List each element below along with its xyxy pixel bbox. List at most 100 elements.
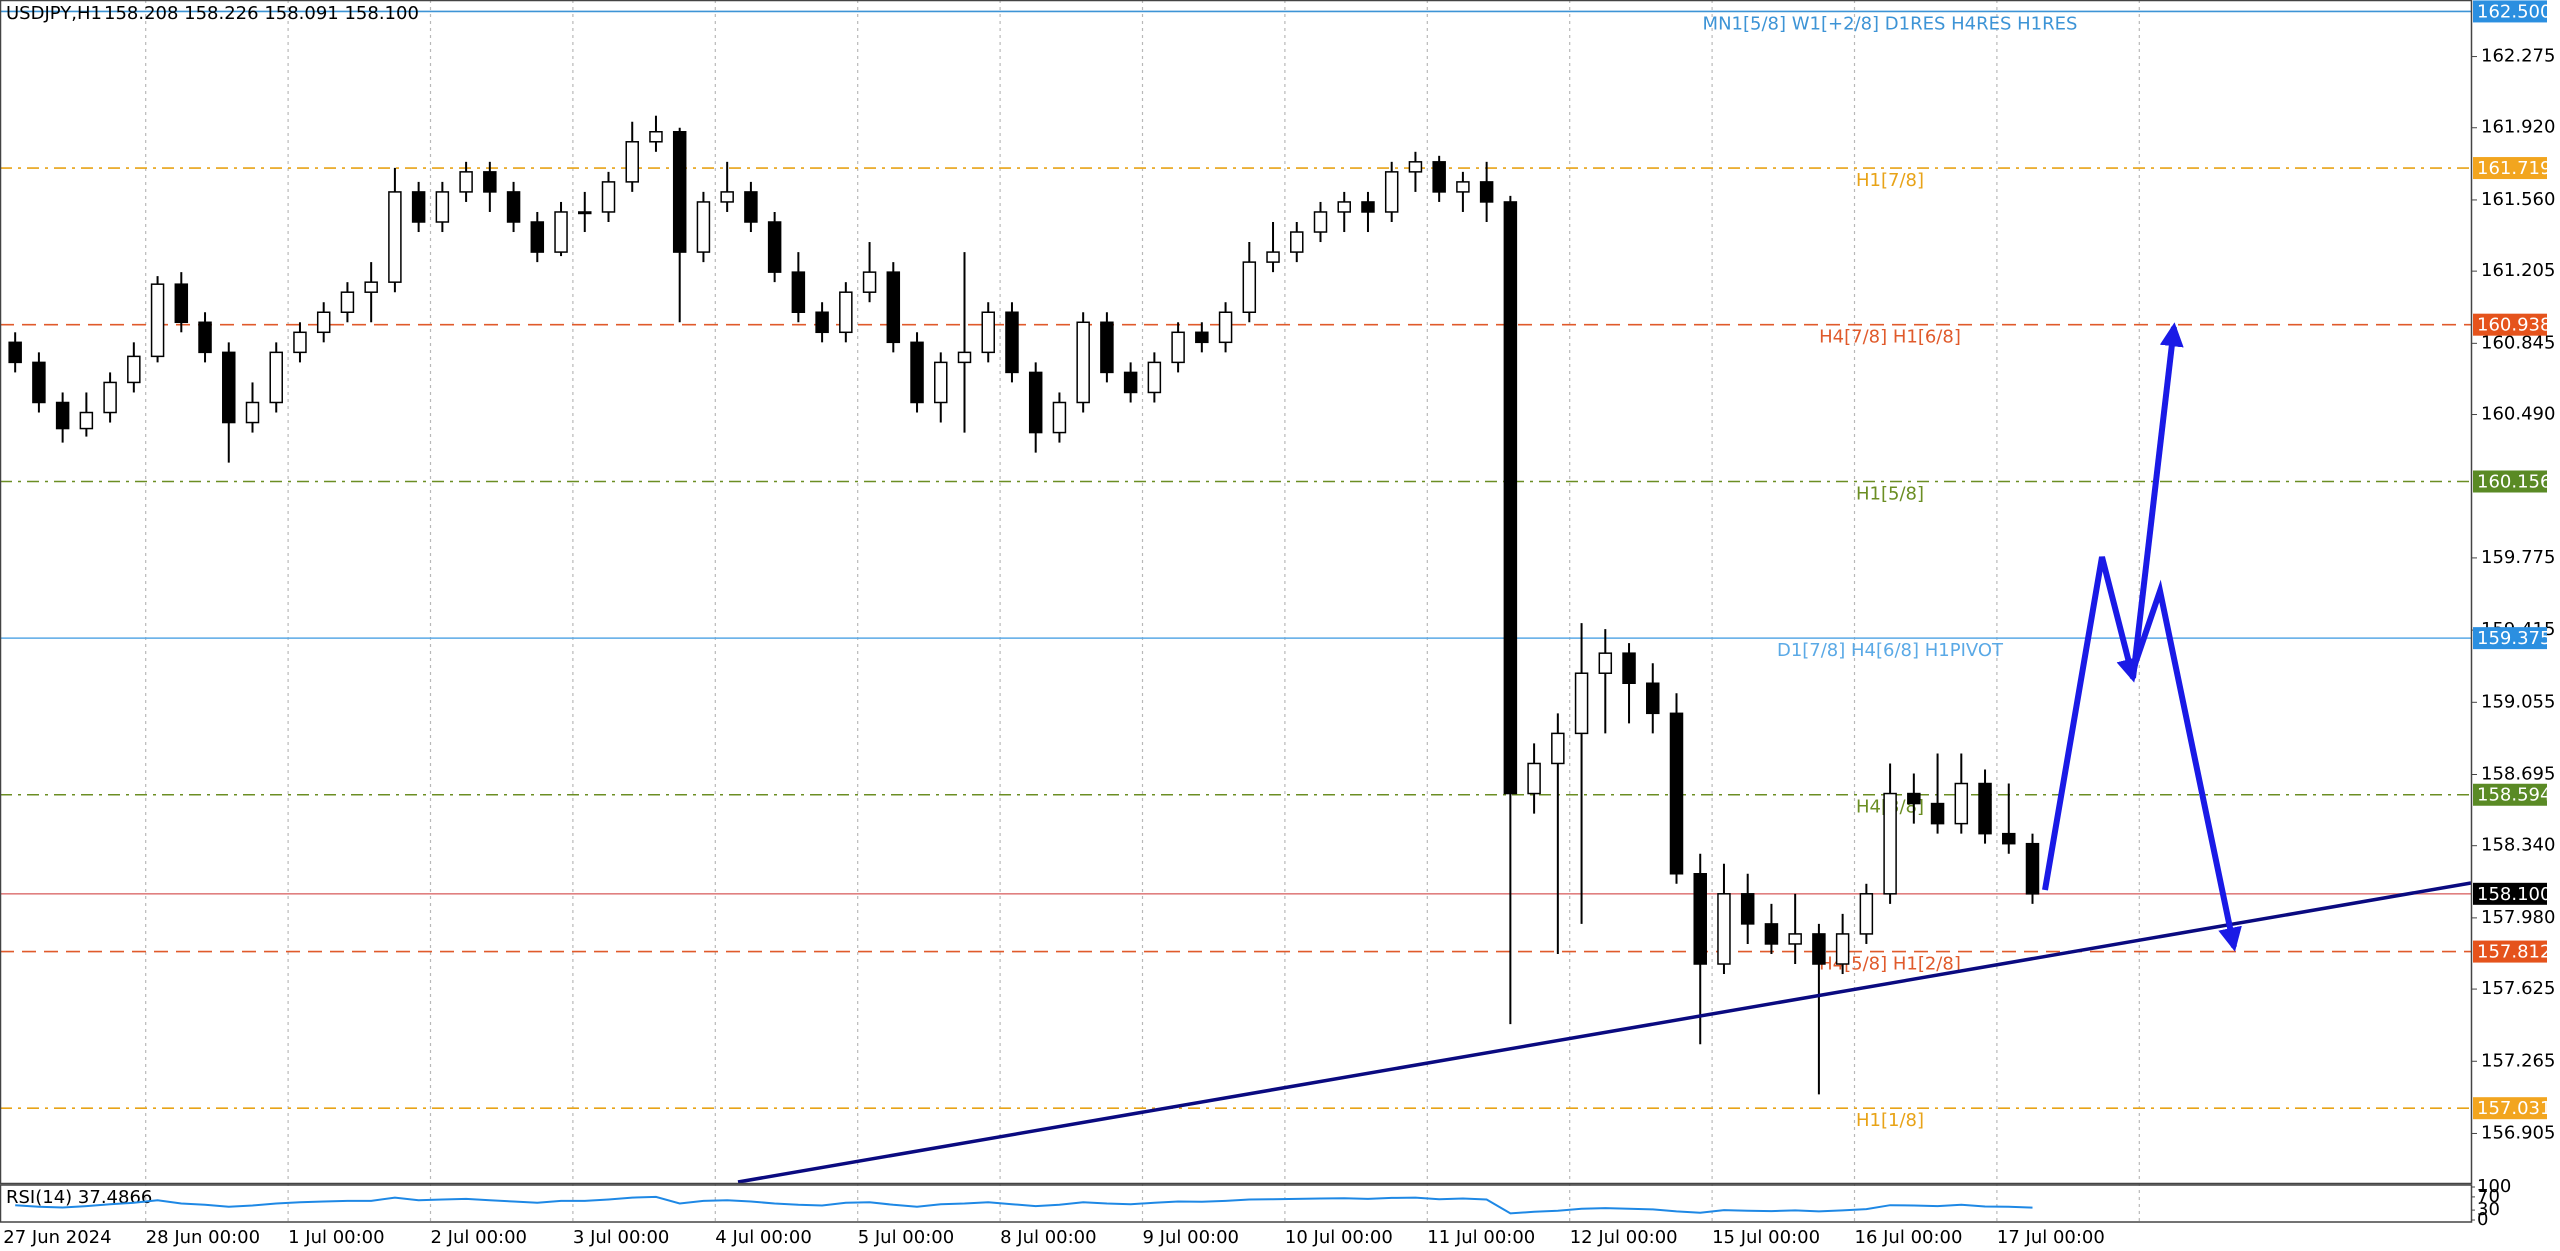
candle-body — [1266, 251, 1280, 263]
price-badge — [2473, 783, 2547, 806]
candle-body — [150, 283, 165, 358]
candle-body — [910, 341, 924, 404]
candle-body — [1147, 361, 1162, 394]
candle-body — [767, 221, 782, 273]
level-label: H1[1/8] — [1856, 1110, 1924, 1131]
candle-body — [222, 351, 236, 424]
price-badge-label: 160.938 — [2477, 315, 2551, 336]
candle-body — [1788, 933, 1802, 945]
price-badge — [2473, 0, 2547, 23]
x-tick-label: 10 Jul 00:00 — [1285, 1227, 1393, 1248]
x-tick-label: 15 Jul 00:00 — [1712, 1227, 1820, 1248]
candle-body — [459, 171, 473, 193]
candle-body — [1598, 652, 1613, 674]
y-tick-label: 157.980 — [2481, 907, 2555, 928]
candle-body — [815, 311, 829, 334]
candle-body — [601, 181, 616, 213]
y-tick-label: 161.205 — [2481, 260, 2555, 281]
candle-body — [1384, 171, 1399, 213]
x-tick-label: 4 Jul 00:00 — [715, 1227, 812, 1248]
price-badge-label: 161.719 — [2477, 158, 2551, 179]
candle-body — [1669, 712, 1684, 875]
candle-body — [79, 411, 94, 430]
candle-body — [1432, 161, 1446, 193]
rsi-tick-label: 30 — [2477, 1199, 2500, 1220]
symbol: USDJPY,H1 — [6, 3, 102, 24]
x-tick-label: 1 Jul 00:00 — [288, 1227, 385, 1248]
price-badge-label: 157.031 — [2477, 1098, 2551, 1119]
candle-body — [1076, 321, 1090, 404]
x-tick-label: 3 Jul 00:00 — [573, 1227, 670, 1248]
y-tick-label: 162.275 — [2481, 46, 2555, 67]
candle-body — [127, 355, 141, 384]
candle-body — [174, 283, 189, 324]
candle-body — [388, 191, 402, 283]
candle-body — [1622, 652, 1636, 684]
price-badge-label: 158.100 — [2477, 884, 2551, 905]
y-tick-label: 159.055 — [2481, 691, 2555, 712]
candle-body — [32, 361, 46, 404]
candles — [8, 115, 2040, 1095]
candle-body — [1195, 331, 1209, 344]
price-badge-label: 159.375 — [2477, 628, 2551, 649]
candle-body — [55, 401, 70, 430]
candle-body — [886, 271, 901, 344]
candle-body — [1456, 181, 1470, 193]
y-tick-label: 161.560 — [2481, 189, 2555, 210]
candle-body — [1337, 201, 1351, 213]
candle-body — [1361, 201, 1375, 213]
candle-body — [1479, 181, 1494, 203]
rsi-frame — [0, 1184, 2473, 1223]
rsi-label: RSI(14) 37.4866 — [6, 1187, 152, 1208]
levels: MN1[5/8] W1[+2/8] D1RES H4RES H1RES H1[7/… — [0, 10, 2471, 1131]
trend-line — [737, 881, 2472, 1184]
price-badge-label: 158.594 — [2477, 785, 2551, 806]
x-tick-label: 12 Jul 00:00 — [1570, 1227, 1678, 1248]
candle-body — [744, 191, 758, 223]
x-tick-label: 28 Jun 00:00 — [146, 1227, 260, 1248]
candle-body — [1930, 802, 1945, 825]
candle-body — [672, 131, 687, 253]
price-badge — [2473, 882, 2547, 905]
projection-arrow — [2130, 322, 2184, 679]
price-badge — [2473, 627, 2547, 650]
level-label: D1[7/8] H4[6/8] H1PIVOT — [1777, 640, 2004, 661]
rsi-tick-label: 100 — [2477, 1176, 2511, 1197]
candle-body — [2002, 832, 2016, 845]
candle-body — [720, 191, 734, 203]
level-label: H1[5/8] — [1856, 484, 1924, 505]
level-label: H1[7/8] — [1856, 170, 1924, 191]
candle-body — [1052, 401, 1067, 434]
candle-body — [1978, 782, 1992, 835]
candle-body — [957, 351, 972, 364]
rsi-tick-label: 0 — [2477, 1209, 2488, 1230]
level-label: H4[7/8] H1[6/8] — [1819, 327, 1961, 348]
candle-body — [1171, 331, 1185, 364]
x-tick-label: 16 Jul 00:00 — [1855, 1227, 1963, 1248]
x-tick-label: 5 Jul 00:00 — [858, 1227, 955, 1248]
x-tick-label: 9 Jul 00:00 — [1143, 1227, 1240, 1248]
y-tick-label: 161.920 — [2481, 117, 2555, 138]
y-tick-label: 160.845 — [2481, 332, 2555, 353]
candle-body — [1218, 311, 1233, 344]
candle-body — [1242, 261, 1257, 313]
candle-body — [8, 341, 22, 364]
price-badge-label: 162.500 — [2477, 1, 2551, 22]
candle-body — [435, 191, 450, 223]
candle-body — [483, 171, 497, 193]
candle-body — [934, 361, 948, 404]
candle-body — [1859, 893, 1874, 935]
rsi-line — [15, 1195, 2033, 1215]
x-tick-label: 17 Jul 00:00 — [1997, 1227, 2105, 1248]
level-label: MN1[5/8] W1[+2/8] D1RES H4RES H1RES — [1703, 13, 2078, 34]
rsi-tick-label: 70 — [2477, 1186, 2500, 1207]
candle-body — [696, 201, 711, 253]
candle-body — [1812, 933, 1826, 965]
candle-body — [554, 211, 568, 253]
candle-body — [1954, 782, 1969, 825]
y-tick-label: 158.695 — [2481, 763, 2555, 784]
candle-body — [269, 351, 283, 404]
candle-body — [1764, 923, 1779, 945]
